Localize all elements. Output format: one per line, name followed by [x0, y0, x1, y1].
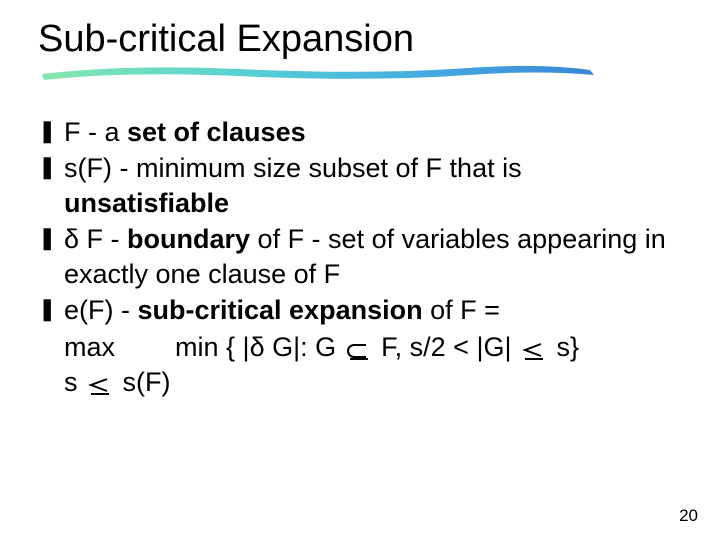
formula-end: s} — [549, 332, 579, 362]
formula-sF: s(F) — [123, 367, 171, 397]
formula-s: s — [64, 367, 78, 397]
item-pre: e(F) - — [64, 295, 138, 325]
formula-min: min { |δ G|: G — [175, 332, 336, 362]
item-text: δ F - boundary of F - set of variables a… — [64, 222, 682, 291]
square-bullet-icon: ❚ — [38, 293, 64, 325]
item-post: of F = — [423, 295, 500, 325]
formula-mid2: F, s/2 < |G| — [381, 332, 511, 362]
formula-line-2: s s(F) — [64, 365, 682, 400]
item-text: s(F) - minimum size subset of F that is … — [64, 151, 682, 220]
slide-body: ❚ F - a set of clauses ❚ s(F) - minimum … — [38, 115, 682, 399]
square-bullet-icon: ❚ — [38, 115, 64, 147]
item-text: F - a set of clauses — [64, 115, 682, 150]
leq-icon — [519, 342, 549, 360]
item-bold: boundary — [127, 224, 250, 254]
page-number: 20 — [679, 506, 698, 526]
slide: Sub-critical Expansion ❚ F - a set of cl… — [0, 0, 720, 540]
formula-block: max min { |δ G|: G F, s/2 < |G| s} s — [64, 330, 682, 399]
formula-max: max — [64, 332, 115, 362]
item-bold: sub-critical expansion — [138, 295, 423, 325]
bullet-item: ❚ δ F - boundary of F - set of variables… — [38, 222, 682, 291]
item-text: e(F) - sub-critical expansion of F = — [64, 293, 682, 328]
item-pre: s(F) - minimum size subset of F that is — [64, 153, 522, 183]
square-bullet-icon: ❚ — [38, 151, 64, 183]
bullet-item: ❚ e(F) - sub-critical expansion of F = — [38, 293, 682, 328]
item-pre: δ F - — [64, 224, 127, 254]
square-bullet-icon: ❚ — [38, 222, 64, 254]
item-pre: F - a — [64, 117, 127, 147]
title-underline — [38, 60, 598, 82]
slide-title: Sub-critical Expansion — [38, 18, 682, 62]
item-bold: unsatisfiable — [64, 188, 229, 218]
formula-line-1: max min { |δ G|: G F, s/2 < |G| s} — [64, 330, 682, 365]
bullet-item: ❚ s(F) - minimum size subset of F that i… — [38, 151, 682, 220]
subset-icon — [344, 342, 374, 360]
item-bold: set of clauses — [127, 117, 306, 147]
bullet-item: ❚ F - a set of clauses — [38, 115, 682, 150]
leq-icon — [85, 377, 115, 395]
